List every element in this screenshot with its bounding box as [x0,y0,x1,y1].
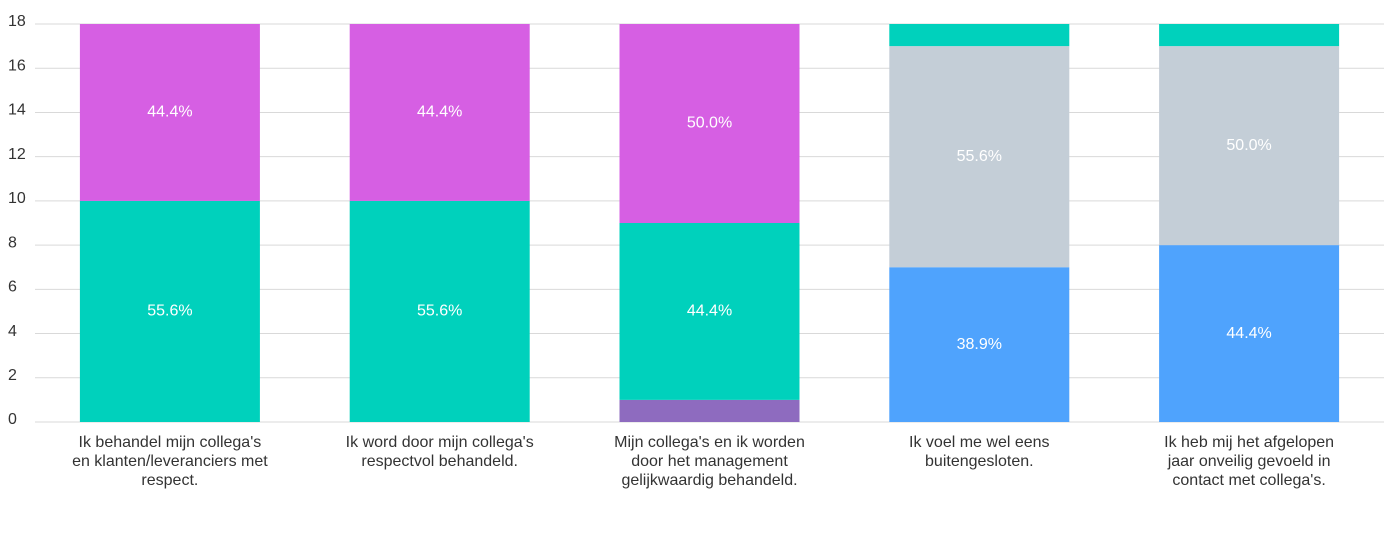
data-label: 44.4% [147,104,192,121]
data-label: 55.6% [147,303,192,320]
bar-segment [79,24,260,201]
bar-segment [1159,46,1340,246]
x-tick-label: Ik voel me wel eens buitengesloten. [909,434,1050,470]
data-label: 44.4% [687,303,732,320]
x-tick-label: Mijn collega's en ik worden door het man… [614,434,805,489]
y-tick-label: 8 [8,234,17,251]
y-tick-label: 18 [8,13,26,30]
data-label: 55.6% [417,303,462,320]
bar-segment [79,200,260,422]
y-tick-label: 10 [8,190,26,207]
data-label: 38.9% [957,336,1002,353]
x-tick-label: Ik behandel mijn collega's en klanten/le… [72,434,268,489]
bar-segment [619,223,800,400]
bar-segment [349,200,530,422]
data-label: 44.4% [417,104,462,121]
y-tick-label: 14 [8,102,26,119]
bar-segment [619,399,800,422]
x-tick-label: Ik heb mij het afgelopen jaar onveilig g… [1164,434,1335,489]
bar-segment [889,46,1070,268]
y-tick-label: 16 [8,57,26,74]
y-tick-label: 12 [8,146,26,163]
y-tick-label: 6 [8,279,17,296]
y-tick-label: 2 [8,367,17,384]
data-label: 44.4% [1226,325,1271,342]
bar-segment [1159,24,1340,47]
bar-segment [349,24,530,201]
data-label: 55.6% [957,148,1002,165]
y-tick-label: 4 [8,323,17,340]
data-label: 50.0% [687,115,732,132]
bar-segment [889,267,1070,422]
x-tick-label: Ik word door mijn collega's respectvol b… [345,434,534,470]
data-label: 50.0% [1226,137,1271,154]
bar-segment [619,24,800,223]
bar-segment [1159,245,1340,422]
bar-segment [889,24,1070,47]
y-tick-label: 0 [8,411,17,428]
